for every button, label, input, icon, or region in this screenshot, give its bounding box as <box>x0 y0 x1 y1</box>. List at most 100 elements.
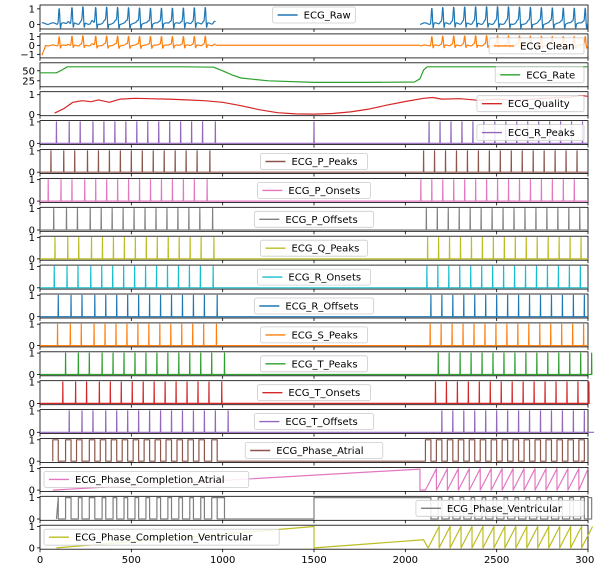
series-line <box>52 468 589 491</box>
panel-ecg-p-peaks: 1 0 ECG_P_Peaks <box>29 146 589 179</box>
y-tick-label: −1 <box>20 50 35 61</box>
series-line <box>40 150 588 173</box>
legend: ECG_T_Offsets <box>253 413 375 431</box>
legend: ECG_Raw <box>272 6 356 24</box>
panel-ecg-r-onsets: 1 0 ECG_R_Onsets <box>29 262 589 294</box>
series-line <box>40 323 588 347</box>
y-tick-label: 1 <box>29 320 35 331</box>
legend-label: ECG_Quality <box>508 99 570 110</box>
y-tick-label: 1 <box>29 493 35 504</box>
y-tick-label: 0 <box>29 457 35 468</box>
series-line <box>40 410 594 433</box>
panel-ecg-q-peaks: 1 0 ECG_Q_Peaks <box>29 233 589 265</box>
panel-ecg-r-offsets: 1 0 ECG_R_Offsets <box>29 291 589 323</box>
legend-box <box>494 66 585 84</box>
legend-label: ECG_T_Offsets <box>285 417 357 428</box>
legend-box <box>476 95 585 113</box>
legend-label: ECG_R_Peaks <box>508 128 575 139</box>
y-tick-label: 0 <box>29 341 35 352</box>
legend: ECG_S_Peaks <box>260 326 368 344</box>
legend: ECG_Phase_Completion_Atrial <box>43 470 250 488</box>
series-line <box>40 121 588 144</box>
series-line <box>40 294 588 318</box>
y-tick-label: 0 <box>29 254 35 265</box>
legend: ECG_Phase_Ventricular <box>415 499 585 517</box>
legend: ECG_R_Onsets <box>256 268 371 286</box>
y-tick-label: 0 <box>29 226 35 237</box>
x-tick-label: 3000 <box>575 555 594 566</box>
legend: ECG_P_Onsets <box>256 181 371 199</box>
panel-ecg-phase-ventricular: 1 0 ECG_Phase_Ventricular <box>29 493 593 526</box>
series-line <box>55 496 593 520</box>
legend-label: ECG_T_Onsets <box>288 388 360 399</box>
series-line <box>41 6 589 30</box>
series-line <box>40 179 588 202</box>
panel-ecg-phase-completion-atrial: 1 0 ECG_Phase_Completion_Atrial <box>29 464 589 497</box>
legend: ECG_T_Onsets <box>256 384 371 402</box>
y-tick-label: 1 <box>29 90 35 101</box>
y-tick-label: 0 <box>29 515 35 526</box>
y-tick-label: 1 <box>29 32 35 43</box>
legend: ECG_Rate <box>494 66 585 84</box>
legend: ECG_T_Peaks <box>260 355 368 373</box>
series-line <box>40 352 593 376</box>
y-tick-label: 1 <box>29 4 35 15</box>
legend-label: ECG_S_Peaks <box>291 330 357 341</box>
legend: ECG_Clean <box>488 37 585 55</box>
legend-box <box>256 268 371 286</box>
panel-ecg-quality: 1 0 ECG_Quality <box>29 90 589 121</box>
panel-ecg-phase-atrial: 1 0 ECG_Phase_Atrial <box>29 435 589 468</box>
x-tick-label: 1000 <box>210 555 235 566</box>
legend-box <box>253 297 375 315</box>
legend-label: ECG_Q_Peaks <box>291 244 359 255</box>
series-line <box>40 66 588 83</box>
legend-box <box>256 384 371 402</box>
legend-box <box>260 355 368 373</box>
y-tick-label: 1 <box>29 204 35 215</box>
y-tick-label: 0 <box>29 283 35 294</box>
legend: ECG_R_Offsets <box>253 297 375 315</box>
y-tick-label: 1 <box>29 464 35 475</box>
x-tick-label: 0 <box>37 555 43 566</box>
legend: ECG_P_Offsets <box>253 210 375 228</box>
panel-ecg-clean: 10−1 ECG_Clean <box>20 32 589 61</box>
series-line <box>40 207 588 231</box>
panel-ecg-raw: 1 0 ECG_Raw <box>29 4 589 32</box>
y-tick-label: 50 <box>22 66 35 77</box>
x-tick-label: 2000 <box>393 555 418 566</box>
series-line <box>40 265 588 289</box>
legend-label: ECG_R_Onsets <box>288 273 361 284</box>
y-tick-label: 0 <box>29 139 35 150</box>
y-tick-label: 0 <box>29 543 35 554</box>
legend-box <box>244 442 384 459</box>
y-tick-label: 0 <box>29 41 35 52</box>
series-line <box>52 439 585 462</box>
panel-ecg-phase-completion-ventricular: 1 0 ECG_Phase_Completion_Ventricular <box>29 522 594 554</box>
legend-label: ECG_P_Onsets <box>288 186 360 197</box>
legend-box <box>260 326 368 344</box>
series-line <box>56 525 594 549</box>
y-tick-label: 0 <box>29 168 35 179</box>
y-tick-label: 0 <box>29 197 35 208</box>
legend-box <box>260 239 368 257</box>
legend-label: ECG_P_Offsets <box>285 215 357 226</box>
y-tick-label: 0 <box>29 312 35 323</box>
panel-ecg-p-onsets: 1 0 ECG_P_Onsets <box>29 175 589 208</box>
legend-box <box>260 153 368 170</box>
panel-ecg-s-peaks: 1 0 ECG_S_Peaks <box>29 320 589 352</box>
legend: ECG_Q_Peaks <box>260 239 368 257</box>
y-tick-label: 0 <box>29 486 35 497</box>
y-tick-label: 1 <box>29 175 35 186</box>
legend-box <box>415 499 585 517</box>
y-tick-label: 25 <box>22 76 35 87</box>
y-tick-label: 1 <box>29 435 35 446</box>
y-tick-label: 1 <box>29 349 35 360</box>
legend-box <box>253 413 375 431</box>
y-tick-label: 1 <box>29 146 35 157</box>
series-line <box>40 381 590 405</box>
legend-label: ECG_R_Offsets <box>285 302 358 313</box>
y-tick-label: 1 <box>29 522 35 533</box>
